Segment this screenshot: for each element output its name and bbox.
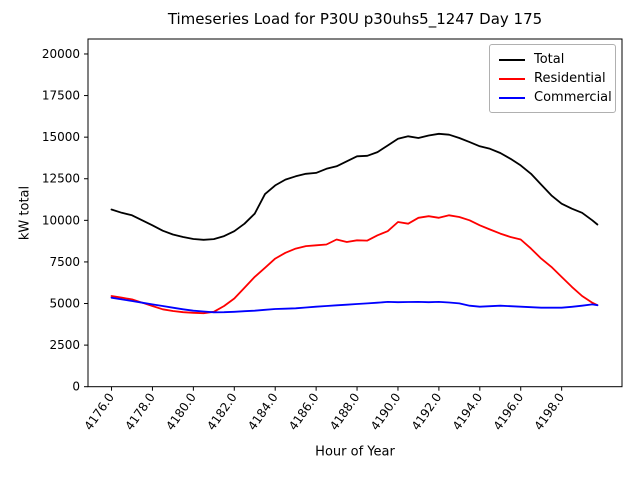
x-tick-label: 4178.0	[122, 390, 158, 432]
legend-item-commercial: Commercial	[499, 88, 612, 107]
y-axis-label: kW total	[17, 185, 33, 241]
x-axis-label: Hour of Year	[315, 444, 395, 460]
chart-title: Timeseries Load for P30U p30uhs5_1247 Da…	[167, 10, 543, 28]
x-tick-label: 4198.0	[532, 390, 568, 432]
x-tick-label: 4194.0	[450, 390, 486, 432]
legend-label: Total	[534, 52, 565, 67]
x-tick-label: 4192.0	[409, 390, 445, 432]
x-tick-label: 4176.0	[81, 390, 117, 432]
y-tick-label: 20000	[42, 47, 80, 61]
y-tick-label: 17500	[42, 89, 80, 103]
legend-line-swatch	[499, 77, 525, 80]
total-line	[110, 132, 599, 241]
y-tick-label: 12500	[42, 172, 80, 186]
legend-line-swatch	[499, 58, 525, 61]
x-tick-label: 4180.0	[163, 390, 199, 432]
residential-line	[110, 214, 599, 315]
legend-label: Commercial	[534, 90, 612, 105]
y-tick-label: 10000	[42, 213, 80, 227]
y-tick-label: 2500	[49, 338, 80, 352]
legend-item-total: Total	[499, 50, 607, 69]
y-tick-label: 7500	[49, 255, 80, 269]
legend-item-residential: Residential	[499, 69, 607, 88]
x-tick-label: 4196.0	[491, 390, 527, 432]
x-tick-label: 4190.0	[368, 390, 404, 432]
x-tick-label: 4188.0	[327, 390, 363, 432]
x-tick-label: 4186.0	[286, 390, 322, 432]
commercial-line	[110, 296, 599, 314]
legend-label: Residential	[534, 71, 606, 86]
x-tick-label: 4184.0	[245, 390, 281, 432]
legend: Total Residential Commercial	[489, 44, 616, 113]
x-tick-label: 4182.0	[204, 390, 240, 432]
y-tick-label: 5000	[49, 297, 80, 311]
y-tick-label: 0	[72, 380, 80, 394]
y-tick-label: 15000	[42, 130, 80, 144]
legend-line-swatch	[499, 96, 525, 99]
axes-frame	[87, 38, 623, 388]
